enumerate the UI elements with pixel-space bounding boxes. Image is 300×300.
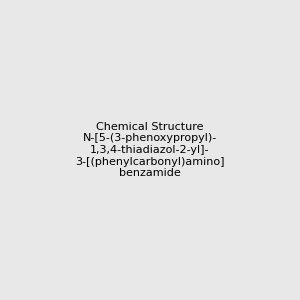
Text: Chemical Structure
N-[5-(3-phenoxypropyl)-
1,3,4-thiadiazol-2-yl]-
3-[(phenylcar: Chemical Structure N-[5-(3-phenoxypropyl… — [75, 122, 225, 178]
